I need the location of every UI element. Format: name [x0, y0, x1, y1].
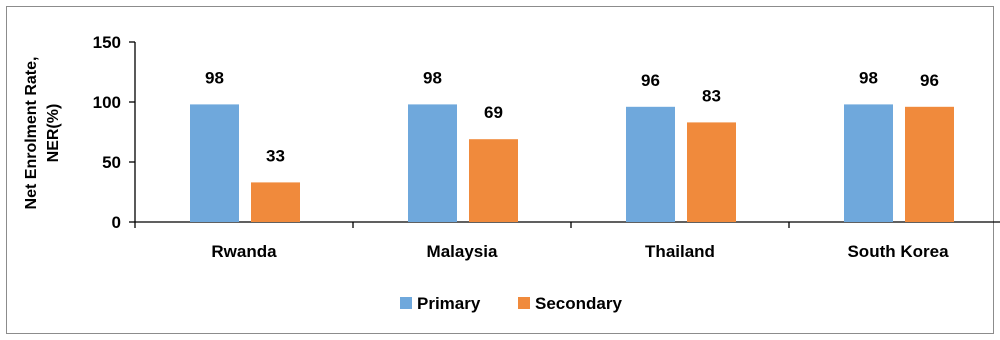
y-tick-label: 100 — [93, 93, 121, 112]
data-label: 33 — [266, 146, 285, 165]
legend-swatch-secondary — [518, 297, 530, 309]
x-axis: Rwanda Malaysia Thailand South Korea — [134, 221, 1000, 261]
y-tick-label: 150 — [93, 33, 121, 52]
data-label: 98 — [859, 68, 878, 87]
legend-label-secondary: Secondary — [535, 294, 622, 313]
legend: Primary Secondary — [400, 294, 622, 313]
legend-swatch-primary — [400, 297, 412, 309]
y-tick-label: 50 — [102, 153, 121, 172]
data-label: 96 — [641, 71, 660, 90]
bar-secondary-south-korea — [905, 106, 954, 222]
data-label: 83 — [702, 86, 721, 105]
y-axis-title-line: NER(%) — [45, 104, 62, 163]
y-axis-title-line: Net Enrolment Rate, — [23, 57, 40, 210]
bar-primary-rwanda — [190, 104, 239, 222]
data-label: 96 — [920, 71, 939, 90]
x-tick-label: Thailand — [645, 242, 715, 261]
bar-primary-malaysia — [408, 104, 457, 222]
data-label: 98 — [423, 68, 442, 87]
bar-secondary-malaysia — [469, 139, 518, 222]
data-label: 98 — [205, 68, 224, 87]
legend-label-primary: Primary — [417, 294, 481, 313]
bar-secondary-rwanda — [251, 182, 300, 222]
x-tick-label: South Korea — [847, 242, 949, 261]
x-tick-label: Rwanda — [211, 242, 277, 261]
bar-primary-south-korea — [844, 104, 893, 222]
y-axis: 0 50 100 150 — [93, 33, 136, 232]
y-tick-label: 0 — [112, 213, 121, 232]
bar-secondary-thailand — [687, 122, 736, 222]
bars: 98 98 96 98 33 69 83 96 — [190, 68, 954, 222]
bar-primary-thailand — [626, 106, 675, 222]
x-tick-label: Malaysia — [427, 242, 498, 261]
data-label: 69 — [484, 103, 503, 122]
y-axis-label: Net Enrolment Rate, NER(%) — [23, 57, 62, 210]
